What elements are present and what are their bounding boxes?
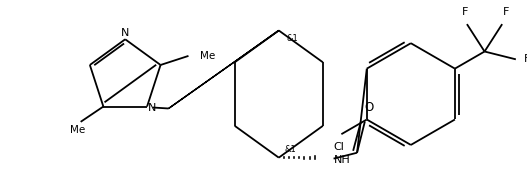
Text: O: O (364, 101, 374, 114)
Text: Cl: Cl (333, 142, 344, 152)
Text: Me: Me (200, 51, 216, 61)
Polygon shape (169, 30, 279, 108)
Text: F: F (524, 54, 527, 64)
Text: F: F (462, 7, 468, 17)
Text: Me: Me (70, 125, 85, 135)
Text: N: N (121, 28, 130, 38)
Text: N: N (148, 103, 156, 113)
Text: F: F (503, 7, 509, 17)
Text: NH: NH (334, 155, 350, 165)
Text: &1: &1 (287, 34, 298, 43)
Text: &1: &1 (285, 145, 296, 154)
